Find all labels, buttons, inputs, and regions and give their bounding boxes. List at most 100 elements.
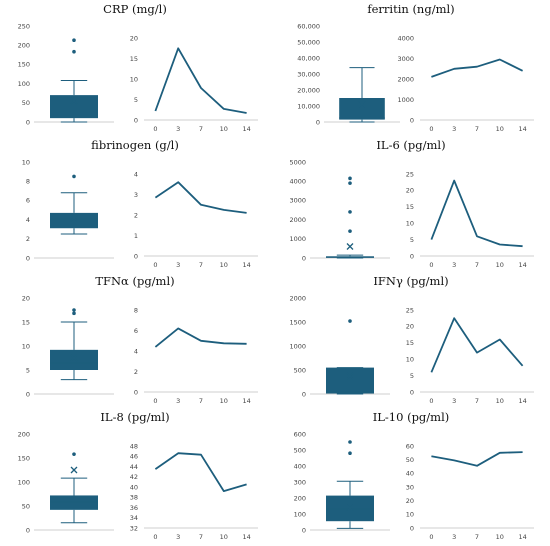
box-y-tick-label: 200 — [18, 42, 30, 50]
panel-title: ferritin (ng/ml) — [367, 2, 455, 16]
box-y-tick-label: 30,000 — [297, 70, 320, 78]
line-y-tick-label: 3 — [134, 191, 138, 199]
line-y-tick-label: 0 — [410, 524, 414, 532]
line-x-tick-label: 7 — [475, 125, 479, 133]
box-y-tick-label: 50,000 — [297, 38, 320, 46]
line-x-tick-label: 10 — [496, 125, 504, 133]
line-x-tick-label: 0 — [429, 533, 433, 541]
box-y-tick-label: 500 — [294, 366, 306, 374]
line-x-tick-label: 14 — [518, 125, 526, 133]
line-series — [154, 47, 247, 114]
box-y-tick-label: 200 — [18, 430, 30, 438]
line-x-tick-label: 3 — [452, 533, 456, 541]
box-y-tick-label: 20 — [22, 294, 30, 302]
box-outlier — [72, 311, 76, 316]
box-iqr — [50, 349, 98, 370]
panel-il8: IL-8 (pg/ml) 0 50 100 150 200 32 34 36 38 40 42 44 4… — [0, 408, 270, 544]
line-series — [154, 327, 247, 348]
line-x-tick-label: 3 — [452, 397, 456, 405]
box-y-tick-label: 500 — [294, 446, 306, 454]
line-y-tick-label: 1 — [134, 232, 138, 240]
box-y-tick-label: 1000 — [289, 235, 306, 243]
box-y-tick-label: 4000 — [289, 178, 306, 186]
box-y-tick-label: 6 — [26, 197, 30, 205]
line-y-tick-label: 5 — [410, 372, 414, 380]
box-y-tick-label: 5 — [26, 366, 30, 374]
line-y-tick-label: 0 — [410, 116, 414, 124]
panel-ferritin: ferritin (ng/ml) 0 10,000 20,000 30,000 40,0… — [276, 0, 546, 136]
panel-title: IL-6 (pg/ml) — [376, 138, 446, 152]
line-x-tick-label: 14 — [242, 261, 250, 269]
box-outlier — [72, 38, 76, 43]
line-y-tick-label: 5 — [410, 236, 414, 244]
line-x-tick-label: 14 — [242, 125, 250, 133]
line-x-tick-label: 10 — [220, 125, 228, 133]
line-x-tick-label: 3 — [176, 261, 180, 269]
box-y-tick-label: 0 — [302, 254, 306, 262]
box-y-tick-label: 2000 — [289, 294, 306, 302]
line-x-tick-label: 14 — [242, 397, 250, 405]
box-y-tick-label: 600 — [294, 430, 306, 438]
line-y-tick-label: 15 — [406, 203, 414, 211]
line-series — [431, 451, 523, 467]
line-y-tick-label: 3000 — [397, 55, 414, 63]
box-outlier — [348, 176, 352, 181]
line-x-tick-label: 7 — [475, 261, 479, 269]
panel-title: IL-8 (pg/ml) — [100, 410, 170, 424]
panel-charts: 0 50 100 150 200 32 34 36 38 40 42 44 46 48 0 3 7 10 14 — [18, 430, 258, 541]
line-x-tick-label: 0 — [153, 125, 157, 133]
line-x-tick-label: 7 — [199, 261, 203, 269]
line-y-tick-label: 5 — [134, 96, 138, 104]
box-y-tick-label: 1500 — [289, 318, 306, 326]
line-y-tick-label: 10 — [406, 511, 414, 519]
panel-ifng: IFNγ (pg/ml) 0 500 1000 1500 2000 0 5 10 15 20 25 0… — [276, 272, 546, 408]
box-mean-marker — [70, 97, 78, 105]
box-iqr — [50, 95, 98, 119]
box-y-tick-label: 60,000 — [297, 22, 320, 30]
line-y-tick-label: 40 — [406, 470, 414, 478]
line-y-tick-label: 32 — [130, 524, 138, 532]
line-y-tick-label: 4000 — [397, 34, 414, 42]
line-x-tick-label: 0 — [153, 261, 157, 269]
panel-title: IL-10 (pg/ml) — [372, 410, 450, 424]
box-y-tick-label: 100 — [18, 478, 30, 486]
line-y-tick-label: 4 — [134, 170, 138, 178]
box-y-tick-label: 10 — [22, 158, 30, 166]
box-y-tick-label: 300 — [294, 478, 306, 486]
box-y-tick-label: 150 — [18, 61, 30, 69]
line-y-tick-label: 44 — [130, 463, 138, 471]
line-y-tick-label: 6 — [134, 327, 138, 335]
line-x-tick-label: 7 — [199, 397, 203, 405]
line-x-tick-label: 7 — [475, 533, 479, 541]
line-x-tick-label: 0 — [153, 397, 157, 405]
box-outlier — [348, 210, 352, 214]
line-x-tick-label: 7 — [199, 533, 203, 541]
line-y-tick-label: 10 — [406, 220, 414, 228]
line-y-tick-label: 20 — [406, 323, 414, 331]
box-outlier — [348, 440, 352, 444]
box-y-tick-label: 0 — [26, 390, 30, 398]
box-y-tick-label: 10,000 — [297, 102, 320, 110]
line-y-tick-label: 15 — [406, 339, 414, 347]
box-outlier — [72, 174, 76, 179]
line-y-tick-label: 20 — [130, 34, 138, 42]
line-x-tick-label: 14 — [518, 261, 526, 269]
box-y-tick-label: 0 — [26, 118, 30, 126]
line-y-tick-label: 10 — [130, 75, 138, 83]
line-x-tick-label: 3 — [176, 533, 180, 541]
box-mean-marker — [346, 243, 354, 250]
box-y-tick-label: 50 — [22, 99, 30, 107]
line-x-tick-label: 10 — [496, 261, 504, 269]
box-y-tick-label: 3000 — [289, 197, 306, 205]
line-y-tick-label: 34 — [130, 514, 138, 522]
box-outlier — [348, 181, 352, 185]
line-x-tick-label: 0 — [429, 125, 433, 133]
line-series — [154, 452, 247, 492]
line-x-tick-label: 7 — [199, 125, 203, 133]
box-y-tick-label: 200 — [294, 494, 306, 502]
line-y-tick-label: 0 — [134, 252, 138, 260]
line-x-tick-label: 3 — [452, 125, 456, 133]
line-y-tick-label: 20 — [406, 187, 414, 195]
line-y-tick-label: 42 — [130, 473, 138, 481]
